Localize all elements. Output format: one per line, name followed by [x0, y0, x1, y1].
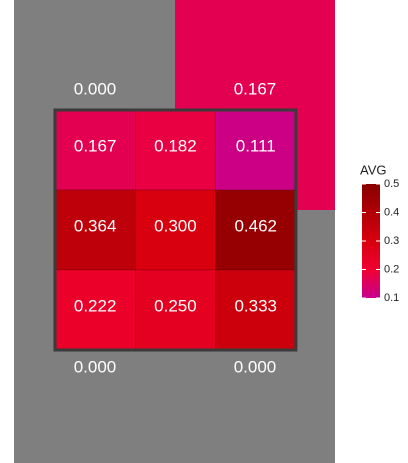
cell-label: 0.222: [74, 296, 117, 315]
cell-label: 0.250: [154, 296, 197, 315]
outer-label: 0.000: [234, 357, 277, 376]
cell-label: 0.167: [74, 136, 117, 155]
cell-label: 0.333: [234, 296, 277, 315]
cell-label: 0.182: [154, 136, 197, 155]
heat-cell: [135, 269, 216, 351]
colorbar-tick-label: 0.5: [384, 178, 399, 190]
cell-label: 0.462: [234, 216, 277, 235]
heat-cell: [135, 189, 216, 271]
cell-label: 0.364: [74, 216, 117, 235]
outer-label: 0.000: [74, 357, 117, 376]
grid-border: [53, 108, 298, 352]
outer-label: 0.000: [74, 79, 117, 98]
outer-label: 0.167: [234, 79, 277, 98]
cell-label: 0.111: [236, 136, 276, 155]
heat-cell: [54, 269, 136, 351]
colorbar-tick-label: 0.4: [384, 206, 399, 218]
colorbar-tick-label: 0.1: [384, 292, 399, 304]
heat-cell: [215, 269, 297, 351]
colorbar: [362, 184, 380, 298]
heat-cell: [54, 189, 136, 271]
colorbar-title: AVG: [360, 162, 387, 177]
colorbar-tick-label: 0.2: [384, 263, 399, 275]
colorbar-tick-label: 0.3: [384, 235, 399, 247]
heat-cell: [135, 109, 216, 191]
heat-cell: [54, 109, 136, 191]
cell-label: 0.300: [154, 216, 197, 235]
